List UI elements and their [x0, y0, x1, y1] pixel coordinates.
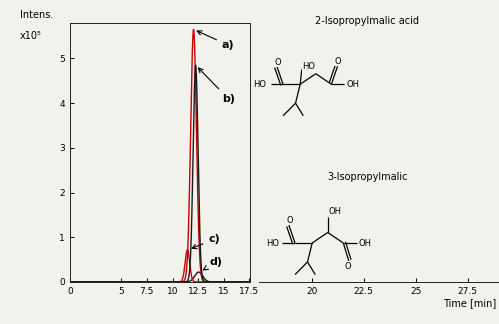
Text: OH: OH: [346, 80, 359, 89]
Text: Time [min]: Time [min]: [443, 298, 497, 308]
Text: OH: OH: [328, 207, 341, 216]
Text: HO: HO: [253, 80, 266, 89]
Text: a): a): [197, 31, 235, 50]
Text: O: O: [274, 58, 281, 67]
Text: d): d): [204, 257, 223, 270]
Text: Intens.: Intens.: [19, 10, 53, 20]
Text: c): c): [192, 235, 220, 249]
Text: b): b): [199, 68, 235, 104]
Text: x10⁵: x10⁵: [19, 31, 41, 41]
Text: OH: OH: [359, 238, 372, 248]
Text: HO: HO: [266, 238, 279, 248]
Text: O: O: [286, 216, 293, 225]
Text: O: O: [334, 57, 341, 65]
Text: 3-Isopropylmalic: 3-Isopropylmalic: [327, 172, 408, 182]
Text: O: O: [345, 262, 351, 271]
Text: HO: HO: [302, 62, 315, 71]
Text: 2-Isopropylmalic acid: 2-Isopropylmalic acid: [315, 16, 419, 26]
